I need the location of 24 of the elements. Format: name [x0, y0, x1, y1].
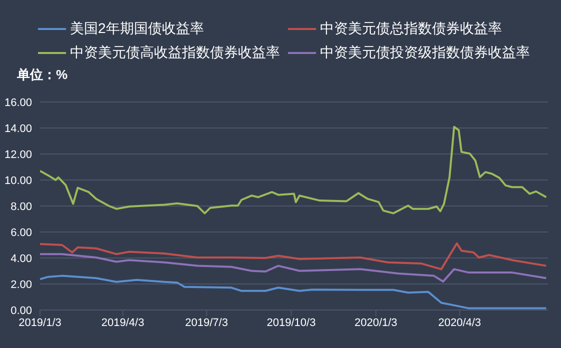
y-tick-label: 8.00	[10, 200, 32, 213]
y-axis-title: 单位：%	[17, 66, 68, 84]
legend-label: 中资美元债高收益指数债券收益率	[70, 44, 280, 62]
x-tick-label: 2020/1/3	[354, 316, 398, 329]
line-series	[40, 242, 548, 270]
y-tick-label: 4.00	[10, 252, 32, 265]
y-tick-label: 0.00	[10, 304, 32, 317]
x-tick-label: 2019/4/3	[101, 316, 144, 329]
y-tick-label: 10.00	[4, 174, 32, 187]
x-tick-label: 2019/7/3	[185, 316, 228, 329]
y-tick-label: 6.00	[10, 226, 32, 239]
x-tick-label: 2020/4/3	[438, 316, 482, 329]
legend-label: 中资美元债总指数债券收益率	[320, 20, 502, 38]
legend-label: 美国2年期国债收益率	[70, 20, 204, 38]
y-tick-label: 16.00	[4, 96, 32, 109]
line-series	[40, 274, 548, 310]
line-series	[40, 253, 548, 283]
y-tick-label: 12.00	[4, 148, 32, 161]
legend-label: 中资美元债投资级指数债券收益率	[320, 44, 530, 62]
line-series	[40, 126, 548, 214]
y-tick-label: 14.00	[4, 122, 32, 135]
x-tick-label: 2019/10/3	[266, 316, 316, 329]
y-tick-label: 2.00	[10, 278, 32, 291]
x-tick-label: 2019/1/3	[18, 316, 62, 329]
